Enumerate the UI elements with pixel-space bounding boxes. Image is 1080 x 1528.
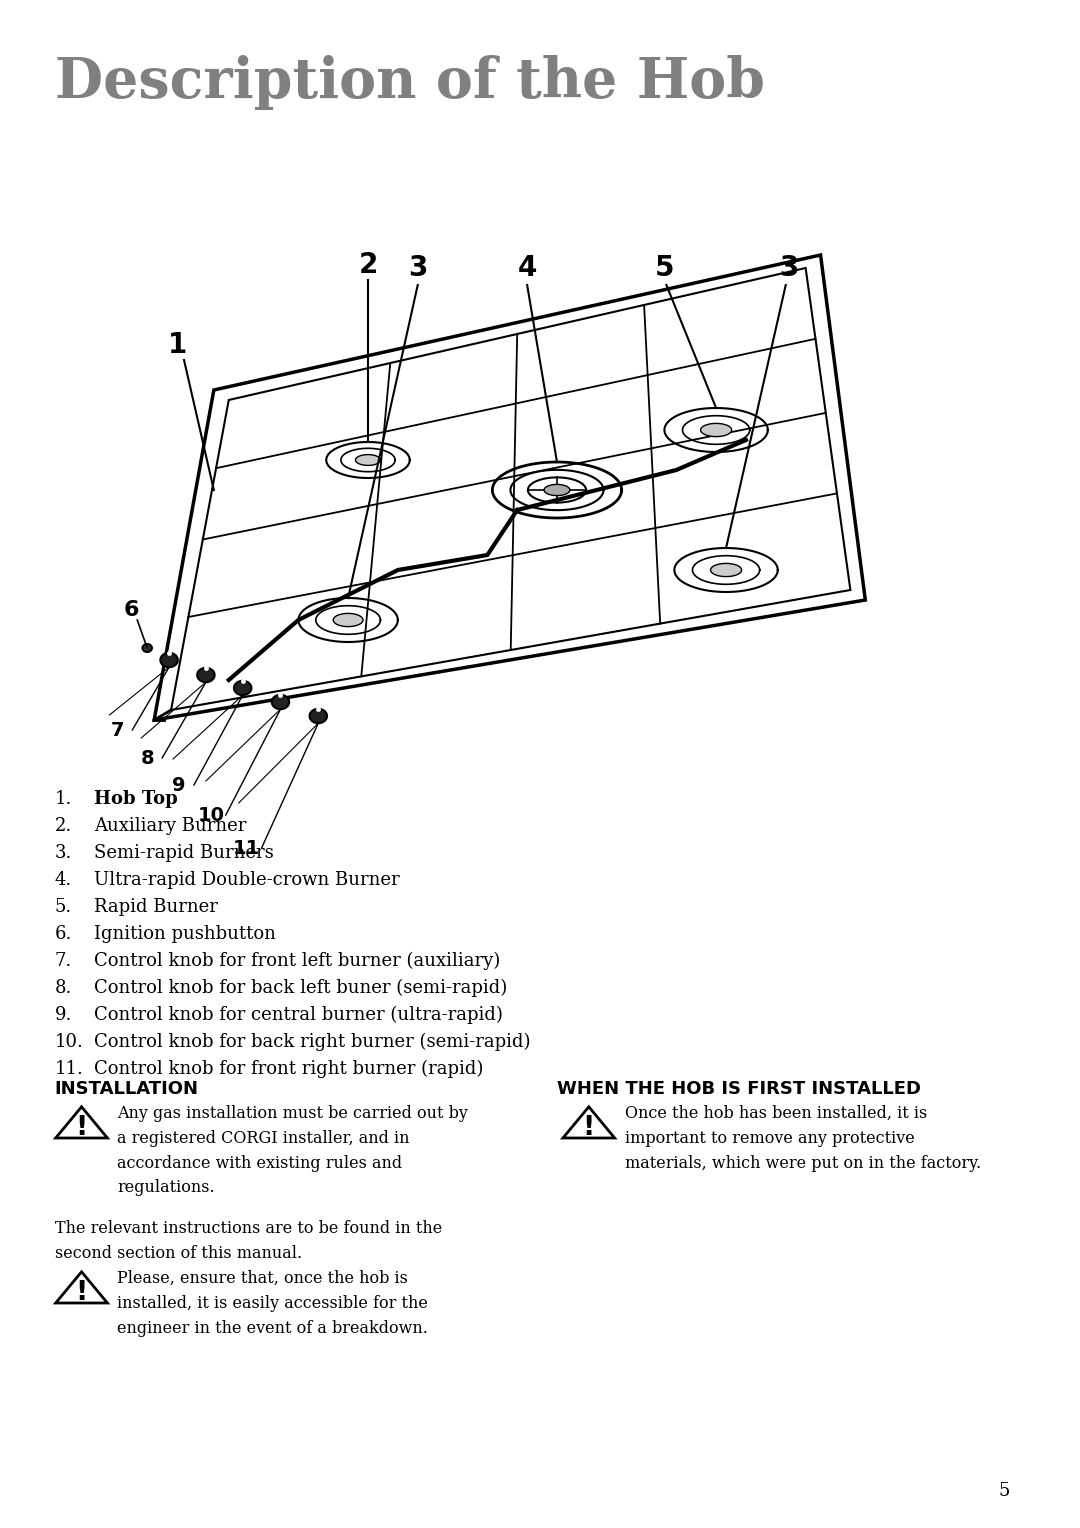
Text: Control knob for back left buner (semi-rapid): Control knob for back left buner (semi-r…: [94, 979, 508, 998]
Text: 3: 3: [408, 254, 428, 283]
Text: Control knob for front right burner (rapid): Control knob for front right burner (rap…: [94, 1060, 484, 1079]
Text: 5: 5: [999, 1482, 1010, 1500]
Text: 1: 1: [167, 332, 187, 359]
Text: Description of the Hob: Description of the Hob: [55, 55, 765, 110]
Text: 7.: 7.: [55, 952, 72, 970]
Text: 3: 3: [779, 254, 798, 283]
Text: 5.: 5.: [55, 898, 72, 915]
Text: 4.: 4.: [55, 871, 72, 889]
Text: 6: 6: [123, 601, 139, 620]
Polygon shape: [544, 484, 570, 495]
Text: Auxiliary Burner: Auxiliary Burner: [94, 817, 247, 834]
Text: 11: 11: [233, 839, 260, 857]
Text: !: !: [76, 1114, 87, 1140]
Text: 7: 7: [110, 721, 124, 740]
Text: Rapid Burner: Rapid Burner: [94, 898, 218, 915]
Text: The relevant instructions are to be found in the
second section of this manual.: The relevant instructions are to be foun…: [55, 1219, 442, 1262]
Text: 8.: 8.: [55, 979, 72, 996]
Text: INSTALLATION: INSTALLATION: [55, 1080, 199, 1099]
Text: 10: 10: [198, 805, 225, 825]
Polygon shape: [355, 455, 380, 466]
Text: 9: 9: [173, 776, 186, 795]
Polygon shape: [198, 668, 215, 681]
Text: 9.: 9.: [55, 1005, 72, 1024]
Text: 6.: 6.: [55, 924, 72, 943]
Text: Hob Top: Hob Top: [94, 790, 178, 808]
Text: Ultra-rapid Double-crown Burner: Ultra-rapid Double-crown Burner: [94, 871, 400, 889]
Text: 11.: 11.: [55, 1060, 83, 1077]
Text: 3.: 3.: [55, 843, 72, 862]
Text: Control knob for back right burner (semi-rapid): Control knob for back right burner (semi…: [94, 1033, 531, 1051]
Text: 4: 4: [517, 254, 537, 283]
Text: 2: 2: [359, 251, 378, 280]
Polygon shape: [272, 695, 289, 709]
Polygon shape: [711, 564, 742, 576]
Text: !: !: [583, 1114, 595, 1140]
Text: Semi-rapid Burners: Semi-rapid Burners: [94, 843, 274, 862]
Text: 5: 5: [654, 254, 674, 283]
Text: Please, ensure that, once the hob is
installed, it is easily accessible for the
: Please, ensure that, once the hob is ins…: [118, 1270, 429, 1337]
Polygon shape: [161, 652, 178, 668]
Text: WHEN THE HOB IS FIRST INSTALLED: WHEN THE HOB IS FIRST INSTALLED: [557, 1080, 921, 1099]
Polygon shape: [701, 423, 731, 437]
Text: Any gas installation must be carried out by
a registered CORGI installer, and in: Any gas installation must be carried out…: [118, 1105, 469, 1196]
Text: 2.: 2.: [55, 817, 72, 834]
Polygon shape: [334, 613, 363, 626]
Polygon shape: [234, 681, 252, 695]
Text: 1.: 1.: [55, 790, 72, 808]
Text: 10.: 10.: [55, 1033, 83, 1051]
Text: Control knob for front left burner (auxiliary): Control knob for front left burner (auxi…: [94, 952, 501, 970]
Text: Control knob for central burner (ultra-rapid): Control knob for central burner (ultra-r…: [94, 1005, 503, 1024]
Polygon shape: [143, 643, 152, 652]
Polygon shape: [310, 709, 327, 723]
Text: 8: 8: [140, 749, 154, 767]
Polygon shape: [154, 255, 865, 720]
Text: Ignition pushbutton: Ignition pushbutton: [94, 924, 276, 943]
Text: !: !: [76, 1279, 87, 1305]
Text: Once the hob has been installed, it is
important to remove any protective
materi: Once the hob has been installed, it is i…: [624, 1105, 981, 1172]
